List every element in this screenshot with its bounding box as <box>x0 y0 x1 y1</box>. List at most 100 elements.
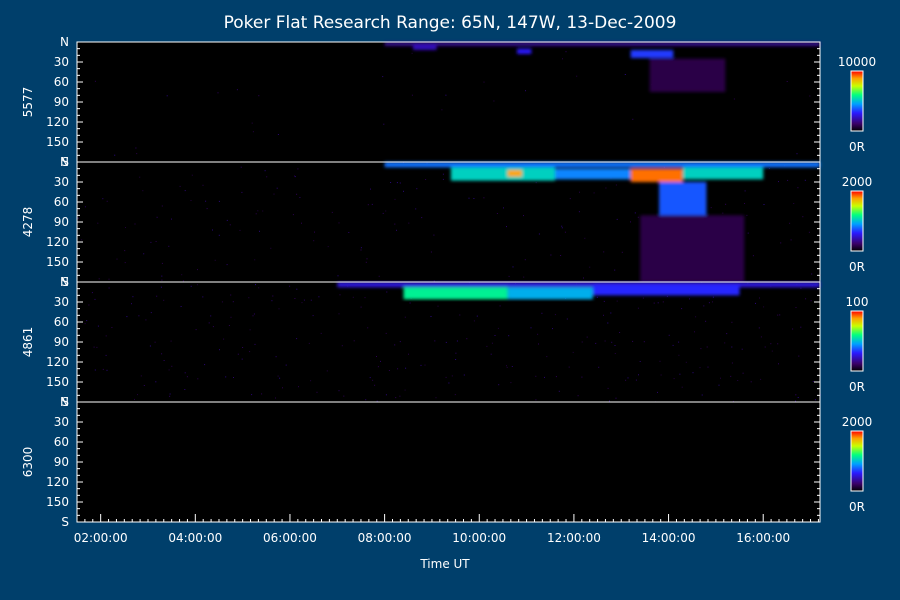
noise-pixel <box>792 328 794 330</box>
noise-pixel <box>338 390 340 392</box>
noise-pixel <box>811 273 813 275</box>
noise-pixel <box>371 203 373 205</box>
noise-pixel <box>660 374 662 376</box>
noise-pixel <box>695 316 697 318</box>
noise-pixel <box>163 299 165 301</box>
noise-pixel <box>341 345 343 347</box>
noise-pixel <box>752 255 754 257</box>
noise-pixel <box>692 372 694 374</box>
noise-pixel <box>145 319 147 321</box>
noise-pixel <box>140 375 142 377</box>
colorbar-min-label: 0R <box>849 140 865 154</box>
noise-pixel <box>579 191 580 193</box>
noise-pixel <box>685 361 687 363</box>
noise-pixel <box>437 305 439 307</box>
noise-pixel <box>535 399 537 401</box>
noise-pixel <box>764 346 766 348</box>
y-tick-label: N <box>60 155 69 169</box>
noise-pixel <box>642 297 644 299</box>
colorbar-4861: 100 0R <box>846 295 869 394</box>
noise-pixel <box>94 298 96 300</box>
noise-pixel <box>404 316 406 318</box>
noise-pixel <box>561 225 563 227</box>
noise-pixel <box>720 377 721 379</box>
y-tick-label: 90 <box>54 95 69 109</box>
noise-pixel <box>790 239 792 241</box>
noise-pixel <box>525 90 526 92</box>
noise-pixel <box>506 366 508 368</box>
noise-pixel <box>404 389 406 391</box>
noise-pixel <box>732 400 734 402</box>
noise-pixel <box>718 384 720 386</box>
y-tick-label: S <box>61 155 69 169</box>
noise-pixel <box>550 254 552 256</box>
noise-pixel <box>232 301 234 303</box>
noise-pixel <box>795 394 797 396</box>
noise-pixel <box>258 287 260 289</box>
noise-pixel <box>555 376 557 378</box>
colorbar-min-label: 0R <box>849 500 865 514</box>
noise-pixel <box>135 147 137 149</box>
noise-pixel <box>442 173 444 175</box>
colorbar-max-label: 2000 <box>842 415 873 429</box>
noise-pixel <box>308 342 310 344</box>
noise-pixel <box>217 92 219 94</box>
noise-pixel <box>383 123 385 125</box>
noise-pixel <box>603 300 605 302</box>
noise-pixel <box>668 334 670 336</box>
noise-pixel <box>255 284 256 286</box>
y-tick-label: 30 <box>54 295 69 309</box>
noise-pixel <box>310 380 312 382</box>
noise-pixel <box>678 354 680 356</box>
noise-pixel <box>712 301 713 303</box>
noise-pixel <box>483 81 485 83</box>
noise-pixel <box>455 359 457 360</box>
noise-pixel <box>699 367 701 369</box>
noise-pixel <box>454 394 456 396</box>
noise-pixel <box>251 394 253 396</box>
noise-pixel <box>105 354 107 356</box>
emission-feature <box>337 282 820 288</box>
noise-pixel <box>733 98 735 100</box>
noise-pixel <box>258 95 260 97</box>
emission-feature <box>384 42 820 46</box>
noise-pixel <box>186 376 188 378</box>
noise-pixel <box>535 182 537 184</box>
noise-pixel <box>810 300 812 302</box>
noise-pixel <box>607 322 609 324</box>
noise-pixel <box>445 376 447 378</box>
noise-pixel <box>264 170 266 172</box>
colorbar-min-label: 0R <box>849 260 865 274</box>
x-tick-label: 06:00:00 <box>263 531 317 545</box>
noise-pixel <box>451 375 453 377</box>
noise-pixel <box>726 333 728 335</box>
noise-pixel <box>372 379 374 381</box>
noise-pixel <box>394 344 396 346</box>
noise-pixel <box>632 340 634 342</box>
noise-pixel <box>586 336 588 338</box>
noise-pixel <box>253 313 255 315</box>
noise-pixel <box>223 338 225 340</box>
emission-feature <box>659 182 707 216</box>
noise-pixel <box>230 294 232 296</box>
noise-pixel <box>385 210 387 212</box>
noise-pixel <box>798 355 800 357</box>
y-tick-label: 150 <box>46 255 69 269</box>
noise-pixel <box>476 315 478 317</box>
noise-pixel <box>106 200 108 202</box>
noise-pixel <box>161 262 163 264</box>
emission-feature <box>592 284 740 296</box>
panel-background <box>77 402 820 522</box>
noise-pixel <box>795 307 797 308</box>
noise-pixel <box>494 335 496 336</box>
noise-pixel <box>205 200 207 202</box>
noise-pixel <box>155 381 157 383</box>
panel-5577: N 30 60 90 120 150 S 5577 10000 0R <box>21 35 876 169</box>
noise-pixel <box>184 372 186 374</box>
noise-pixel <box>161 279 163 281</box>
noise-pixel <box>598 366 600 368</box>
noise-pixel <box>744 190 746 192</box>
noise-pixel <box>411 52 413 54</box>
noise-pixel <box>700 348 702 350</box>
